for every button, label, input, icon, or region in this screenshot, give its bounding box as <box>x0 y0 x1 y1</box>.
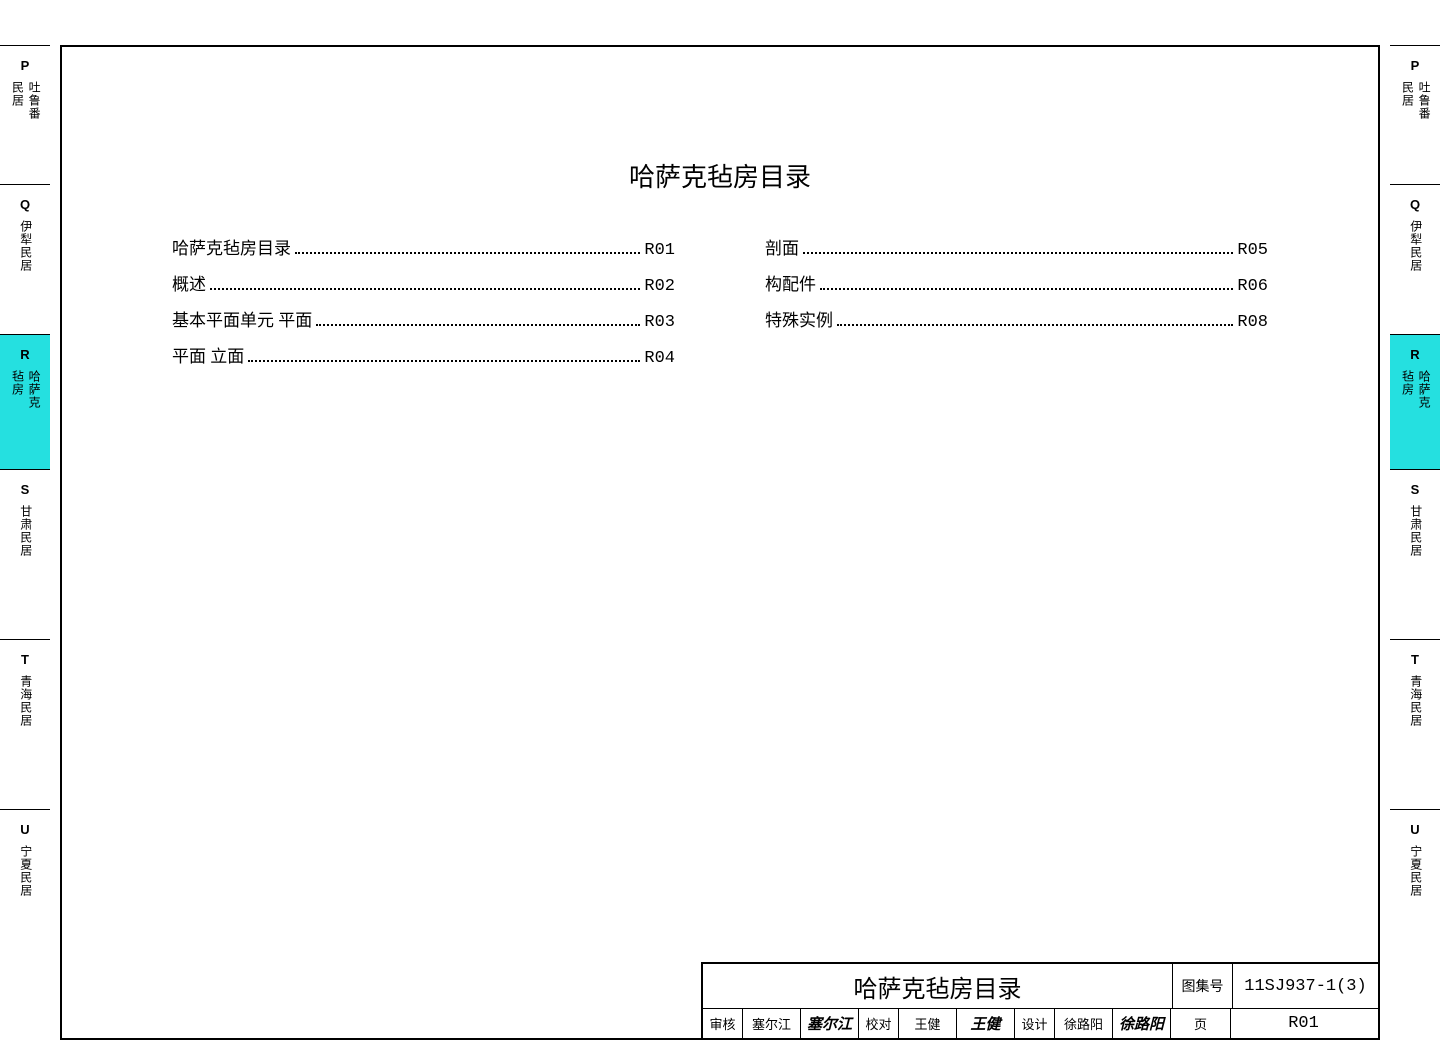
toc-leader-dots <box>248 360 640 362</box>
toc-page: R03 <box>644 313 675 332</box>
toc-label: 概述 <box>172 270 206 295</box>
toc-entry: 基本平面单元 平面 R03 <box>172 306 675 332</box>
side-tab-s[interactable]: S 甘肃民居 <box>0 470 50 640</box>
side-tab-q[interactable]: Q 伊犁民居 <box>1390 185 1440 335</box>
side-tab-u[interactable]: U 宁夏民居 <box>1390 810 1440 980</box>
toc-label: 特殊实例 <box>765 306 833 331</box>
tb-design-name: 徐路阳 <box>1055 1009 1113 1038</box>
toc-leader-dots <box>210 288 640 290</box>
tab-text: 宁夏民居 <box>1407 845 1423 897</box>
tab-letter: S <box>4 482 46 499</box>
tab-letter: T <box>4 652 46 669</box>
tb-set-number: 11SJ937-1(3) <box>1233 964 1378 1008</box>
toc-label: 构配件 <box>765 270 816 295</box>
tab-text: 青海民居 <box>17 675 33 727</box>
toc-label: 平面 立面 <box>172 342 244 367</box>
toc-page: R08 <box>1237 313 1268 332</box>
tb-design-sig: 徐路阳 <box>1113 1009 1171 1038</box>
tab-letter: Q <box>4 197 46 214</box>
side-tab-r[interactable]: R 毡房哈萨克 <box>0 335 50 470</box>
tab-letter: Q <box>1394 197 1436 214</box>
tb-design-label: 设计 <box>1015 1009 1055 1038</box>
tab-letter: U <box>1394 822 1436 839</box>
tb-review-name: 塞尔江 <box>743 1009 801 1038</box>
toc-left-column: 哈萨克毡房目录 R01 概述 R02 基本平面单元 平面 R03 平面 立面 R04 <box>172 234 675 378</box>
tb-review-sig: 塞尔江 <box>801 1009 859 1038</box>
toc-leader-dots <box>820 288 1233 290</box>
tab-letter: U <box>4 822 46 839</box>
toc-entry: 概述 R02 <box>172 270 675 296</box>
tab-letter: S <box>1394 482 1436 499</box>
tab-text: 哈萨克 <box>1416 370 1432 409</box>
tb-check-label: 校对 <box>859 1009 899 1038</box>
tab-letter: R <box>4 347 46 364</box>
toc-leader-dots <box>295 252 640 254</box>
tb-review-label: 审核 <box>703 1009 743 1038</box>
side-tab-r[interactable]: R 毡房哈萨克 <box>1390 335 1440 470</box>
toc-entry: 特殊实例 R08 <box>765 306 1268 332</box>
side-tab-q[interactable]: Q 伊犁民居 <box>0 185 50 335</box>
tb-title: 哈萨克毡房目录 <box>703 964 1173 1008</box>
tab-text: 伊犁民居 <box>17 220 33 272</box>
tab-text: 毡房 <box>1399 370 1415 409</box>
side-tab-s[interactable]: S 甘肃民居 <box>1390 470 1440 640</box>
toc-entry: 剖面 R05 <box>765 234 1268 260</box>
tab-text: 哈萨克 <box>26 370 42 409</box>
toc-right-column: 剖面 R05 构配件 R06 特殊实例 R08 <box>765 234 1268 378</box>
toc-page: R05 <box>1237 241 1268 260</box>
tb-page-number: R01 <box>1231 1009 1376 1038</box>
toc-page: R04 <box>644 349 675 368</box>
side-tab-p[interactable]: P 民居吐鲁番 <box>0 45 50 185</box>
tab-text: 甘肃民居 <box>1407 505 1423 557</box>
tab-text: 吐鲁番 <box>26 81 42 120</box>
tb-check-sig: 王健 <box>957 1009 1015 1038</box>
tb-page-label: 页 <box>1171 1009 1231 1038</box>
toc-page: R01 <box>644 241 675 260</box>
toc-leader-dots <box>803 252 1233 254</box>
toc-label: 剖面 <box>765 234 799 259</box>
title-block: 哈萨克毡房目录 图集号 11SJ937-1(3) 审核 塞尔江 塞尔江 校对 王… <box>701 962 1380 1040</box>
side-tab-t[interactable]: T 青海民居 <box>0 640 50 810</box>
toc-entry: 构配件 R06 <box>765 270 1268 296</box>
tab-text: 甘肃民居 <box>17 505 33 557</box>
tb-check-name: 王健 <box>899 1009 957 1038</box>
toc-label: 基本平面单元 平面 <box>172 306 312 331</box>
toc-page: R02 <box>644 277 675 296</box>
tab-letter: P <box>1394 58 1436 75</box>
side-tab-t[interactable]: T 青海民居 <box>1390 640 1440 810</box>
tab-letter: P <box>4 58 46 75</box>
tab-text: 宁夏民居 <box>17 845 33 897</box>
tab-text: 吐鲁番 <box>1416 81 1432 120</box>
toc-entry: 平面 立面 R04 <box>172 342 675 368</box>
toc-entry: 哈萨克毡房目录 R01 <box>172 234 675 260</box>
toc-leader-dots <box>316 324 640 326</box>
side-tab-u[interactable]: U 宁夏民居 <box>0 810 50 980</box>
toc-leader-dots <box>837 324 1233 326</box>
side-tab-p[interactable]: P 民居吐鲁番 <box>1390 45 1440 185</box>
tb-set-label: 图集号 <box>1173 964 1233 1008</box>
tab-text: 毡房 <box>9 370 25 409</box>
tab-letter: R <box>1394 347 1436 364</box>
tab-letter: T <box>1394 652 1436 669</box>
tab-text: 青海民居 <box>1407 675 1423 727</box>
tab-text: 伊犁民居 <box>1407 220 1423 272</box>
toc-title: 哈萨克毡房目录 <box>122 157 1318 194</box>
toc-page: R06 <box>1237 277 1268 296</box>
tab-text: 民居 <box>9 81 25 120</box>
tab-text: 民居 <box>1399 81 1415 120</box>
toc-label: 哈萨克毡房目录 <box>172 234 291 259</box>
